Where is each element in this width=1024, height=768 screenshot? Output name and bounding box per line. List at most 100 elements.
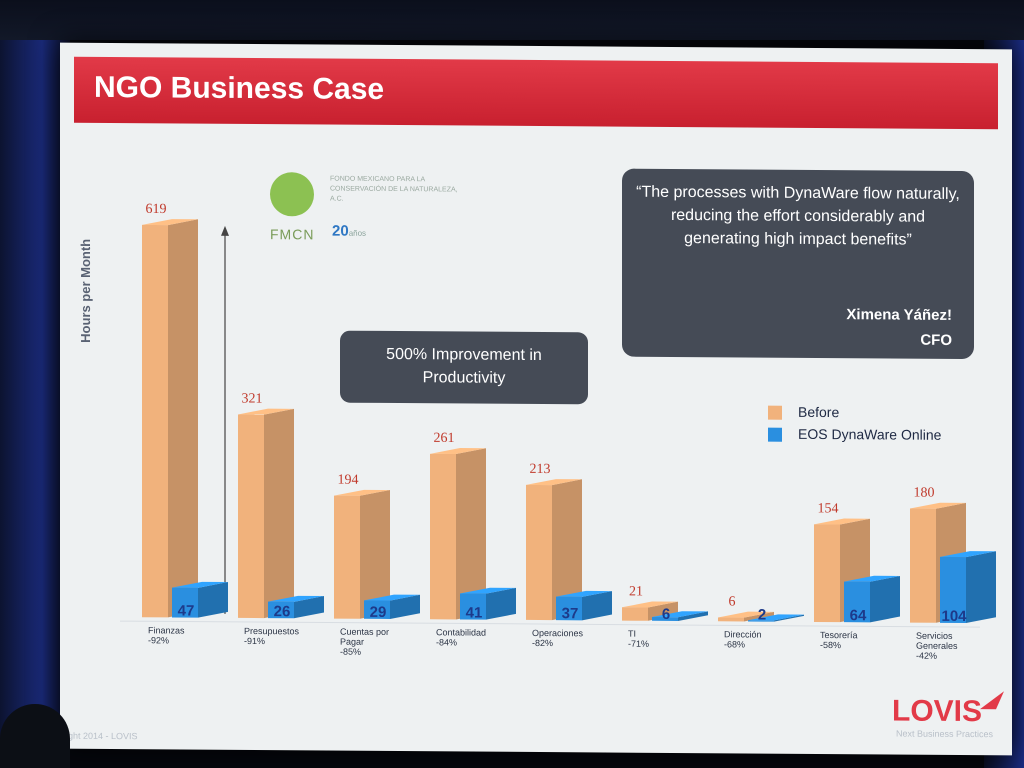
bar-eos-side	[198, 582, 228, 618]
x-tick-label: Pagar	[340, 637, 364, 647]
data-label-before: 154	[818, 501, 839, 516]
bar-before-top	[430, 448, 486, 455]
bar-chart: 61947Finanzas-92%32126Presupuestos-91%19…	[120, 202, 996, 661]
lovis-arrow-icon	[980, 691, 1004, 710]
data-label-before: 261	[434, 431, 455, 446]
x-tick-label: TI	[628, 629, 636, 639]
x-tick-reduction-label: -58%	[820, 640, 841, 650]
bar-before	[526, 484, 552, 621]
bar-before	[334, 495, 360, 619]
bar-eos	[844, 581, 870, 623]
bar-eos-side	[870, 575, 900, 623]
bar-before	[718, 617, 744, 622]
projection-screen: NGO Business Case FMCN FONDO MEXICANO PA…	[60, 42, 1012, 756]
bar-eos	[460, 593, 486, 620]
lovis-logo: LOVIS Next Business Practices	[892, 688, 1010, 745]
x-tick-label: Dirección	[724, 629, 762, 639]
bar-eos-top	[268, 595, 324, 602]
x-tick-reduction-label: -85%	[340, 647, 361, 657]
bar-eos-side	[390, 594, 420, 619]
bar-before-side	[552, 479, 582, 621]
bar-before-top	[238, 408, 294, 415]
room-background-top	[0, 0, 1024, 40]
data-label-eos: 29	[370, 604, 387, 621]
bar-before	[910, 508, 936, 623]
bar-eos-side	[774, 614, 804, 622]
bar-eos-top	[364, 594, 420, 601]
data-label-eos: 104	[941, 608, 967, 625]
x-tick-reduction-label: -42%	[916, 651, 937, 661]
data-label-before: 619	[146, 202, 167, 217]
bar-eos-top	[652, 611, 708, 618]
y-axis-arrowhead	[221, 225, 229, 236]
x-tick-label: Operaciones	[532, 628, 584, 638]
chart-floor	[120, 620, 980, 628]
data-label-before: 180	[914, 486, 935, 501]
bar-before-side	[168, 219, 198, 618]
bar-before-top	[910, 502, 966, 509]
footer-copyright: ight 2014 - LOVIS	[66, 730, 138, 742]
bar-eos	[940, 556, 966, 624]
lovis-tagline: Next Business Practices	[896, 728, 994, 740]
bar-eos-side	[678, 611, 708, 621]
data-label-eos: 6	[662, 606, 670, 623]
bar-eos	[748, 620, 774, 622]
bar-before	[238, 414, 264, 619]
bar-eos-top	[172, 581, 228, 588]
bar-eos	[172, 587, 198, 618]
bar-before-top	[526, 479, 582, 486]
bar-eos	[556, 596, 582, 621]
bar-eos-side	[582, 591, 612, 621]
x-tick-label: Generales	[916, 641, 958, 651]
room-background-left	[0, 40, 70, 768]
bar-eos-side	[294, 596, 324, 619]
bar-eos-top	[844, 575, 900, 582]
bar-before	[430, 453, 456, 620]
data-label-eos: 2	[758, 607, 766, 624]
x-tick-label: Servicios	[916, 631, 953, 641]
x-tick-reduction-label: -82%	[532, 638, 553, 648]
bar-eos-top	[940, 551, 996, 558]
lovis-wordmark: LOVIS	[892, 694, 983, 729]
data-label-before: 21	[629, 584, 643, 599]
data-label-before: 194	[338, 473, 359, 488]
bar-before-side	[456, 448, 486, 620]
bar-before-side	[264, 408, 294, 619]
data-label-eos: 64	[850, 607, 867, 624]
x-tick-label: Cuentas por	[340, 627, 389, 637]
x-tick-reduction-label: -68%	[724, 639, 745, 649]
bar-eos-side	[486, 587, 516, 620]
x-tick-label: Presupuestos	[244, 626, 300, 636]
x-tick-reduction-label: -71%	[628, 639, 649, 649]
x-tick-reduction-label: -92%	[148, 635, 169, 645]
x-tick-reduction-label: -91%	[244, 636, 265, 646]
bar-eos-top	[460, 587, 516, 594]
bar-eos	[268, 601, 294, 619]
bar-before-top	[334, 489, 390, 496]
data-label-eos: 37	[562, 605, 579, 622]
bar-before-top	[814, 518, 870, 525]
data-label-eos: 41	[466, 605, 483, 622]
bar-before-top	[622, 601, 678, 608]
audience-head-silhouette	[0, 704, 70, 768]
x-tick-reduction-label: -84%	[436, 637, 457, 647]
x-tick-label: Tesorería	[820, 630, 858, 640]
bar-before-side	[744, 611, 774, 622]
data-label-eos: 47	[178, 602, 195, 619]
bar-before	[142, 224, 168, 618]
bar-before-top	[718, 611, 774, 618]
bar-eos	[364, 600, 390, 619]
data-label-before: 6	[729, 595, 736, 610]
data-label-eos: 26	[274, 603, 291, 620]
bar-eos	[652, 617, 678, 621]
data-label-before: 213	[530, 462, 551, 477]
bar-before-top	[142, 219, 198, 226]
bar-eos-top	[748, 614, 804, 621]
bar-eos-top	[556, 590, 612, 597]
x-tick-label: Finanzas	[148, 625, 185, 635]
bar-eos-side	[966, 551, 996, 624]
bar-before	[814, 524, 840, 623]
x-tick-label: Contabilidad	[436, 627, 486, 637]
bar-before-side	[360, 490, 390, 619]
bar-before	[622, 607, 648, 621]
